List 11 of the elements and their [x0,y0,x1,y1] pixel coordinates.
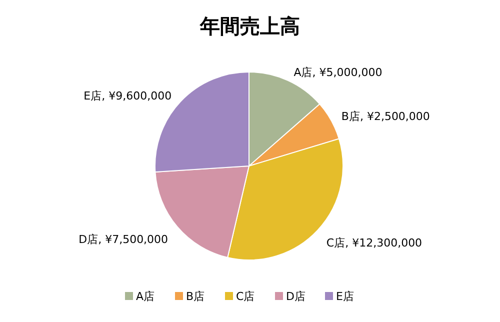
legend-label: D店 [286,290,306,303]
legend-label: C店 [236,290,255,303]
data-label: D店, ¥7,500,000 [78,232,168,246]
legend-label: E店 [336,290,354,303]
chart-title: 年間売上高 [199,14,300,38]
legend-label: A店 [136,290,155,303]
data-label: E店, ¥9,600,000 [84,89,172,102]
data-label: A店, ¥5,000,000 [294,66,382,79]
data-label: C店, ¥12,300,000 [326,236,422,250]
data-label: B店, ¥2,500,000 [341,110,430,123]
legend-label: B店 [186,290,205,303]
